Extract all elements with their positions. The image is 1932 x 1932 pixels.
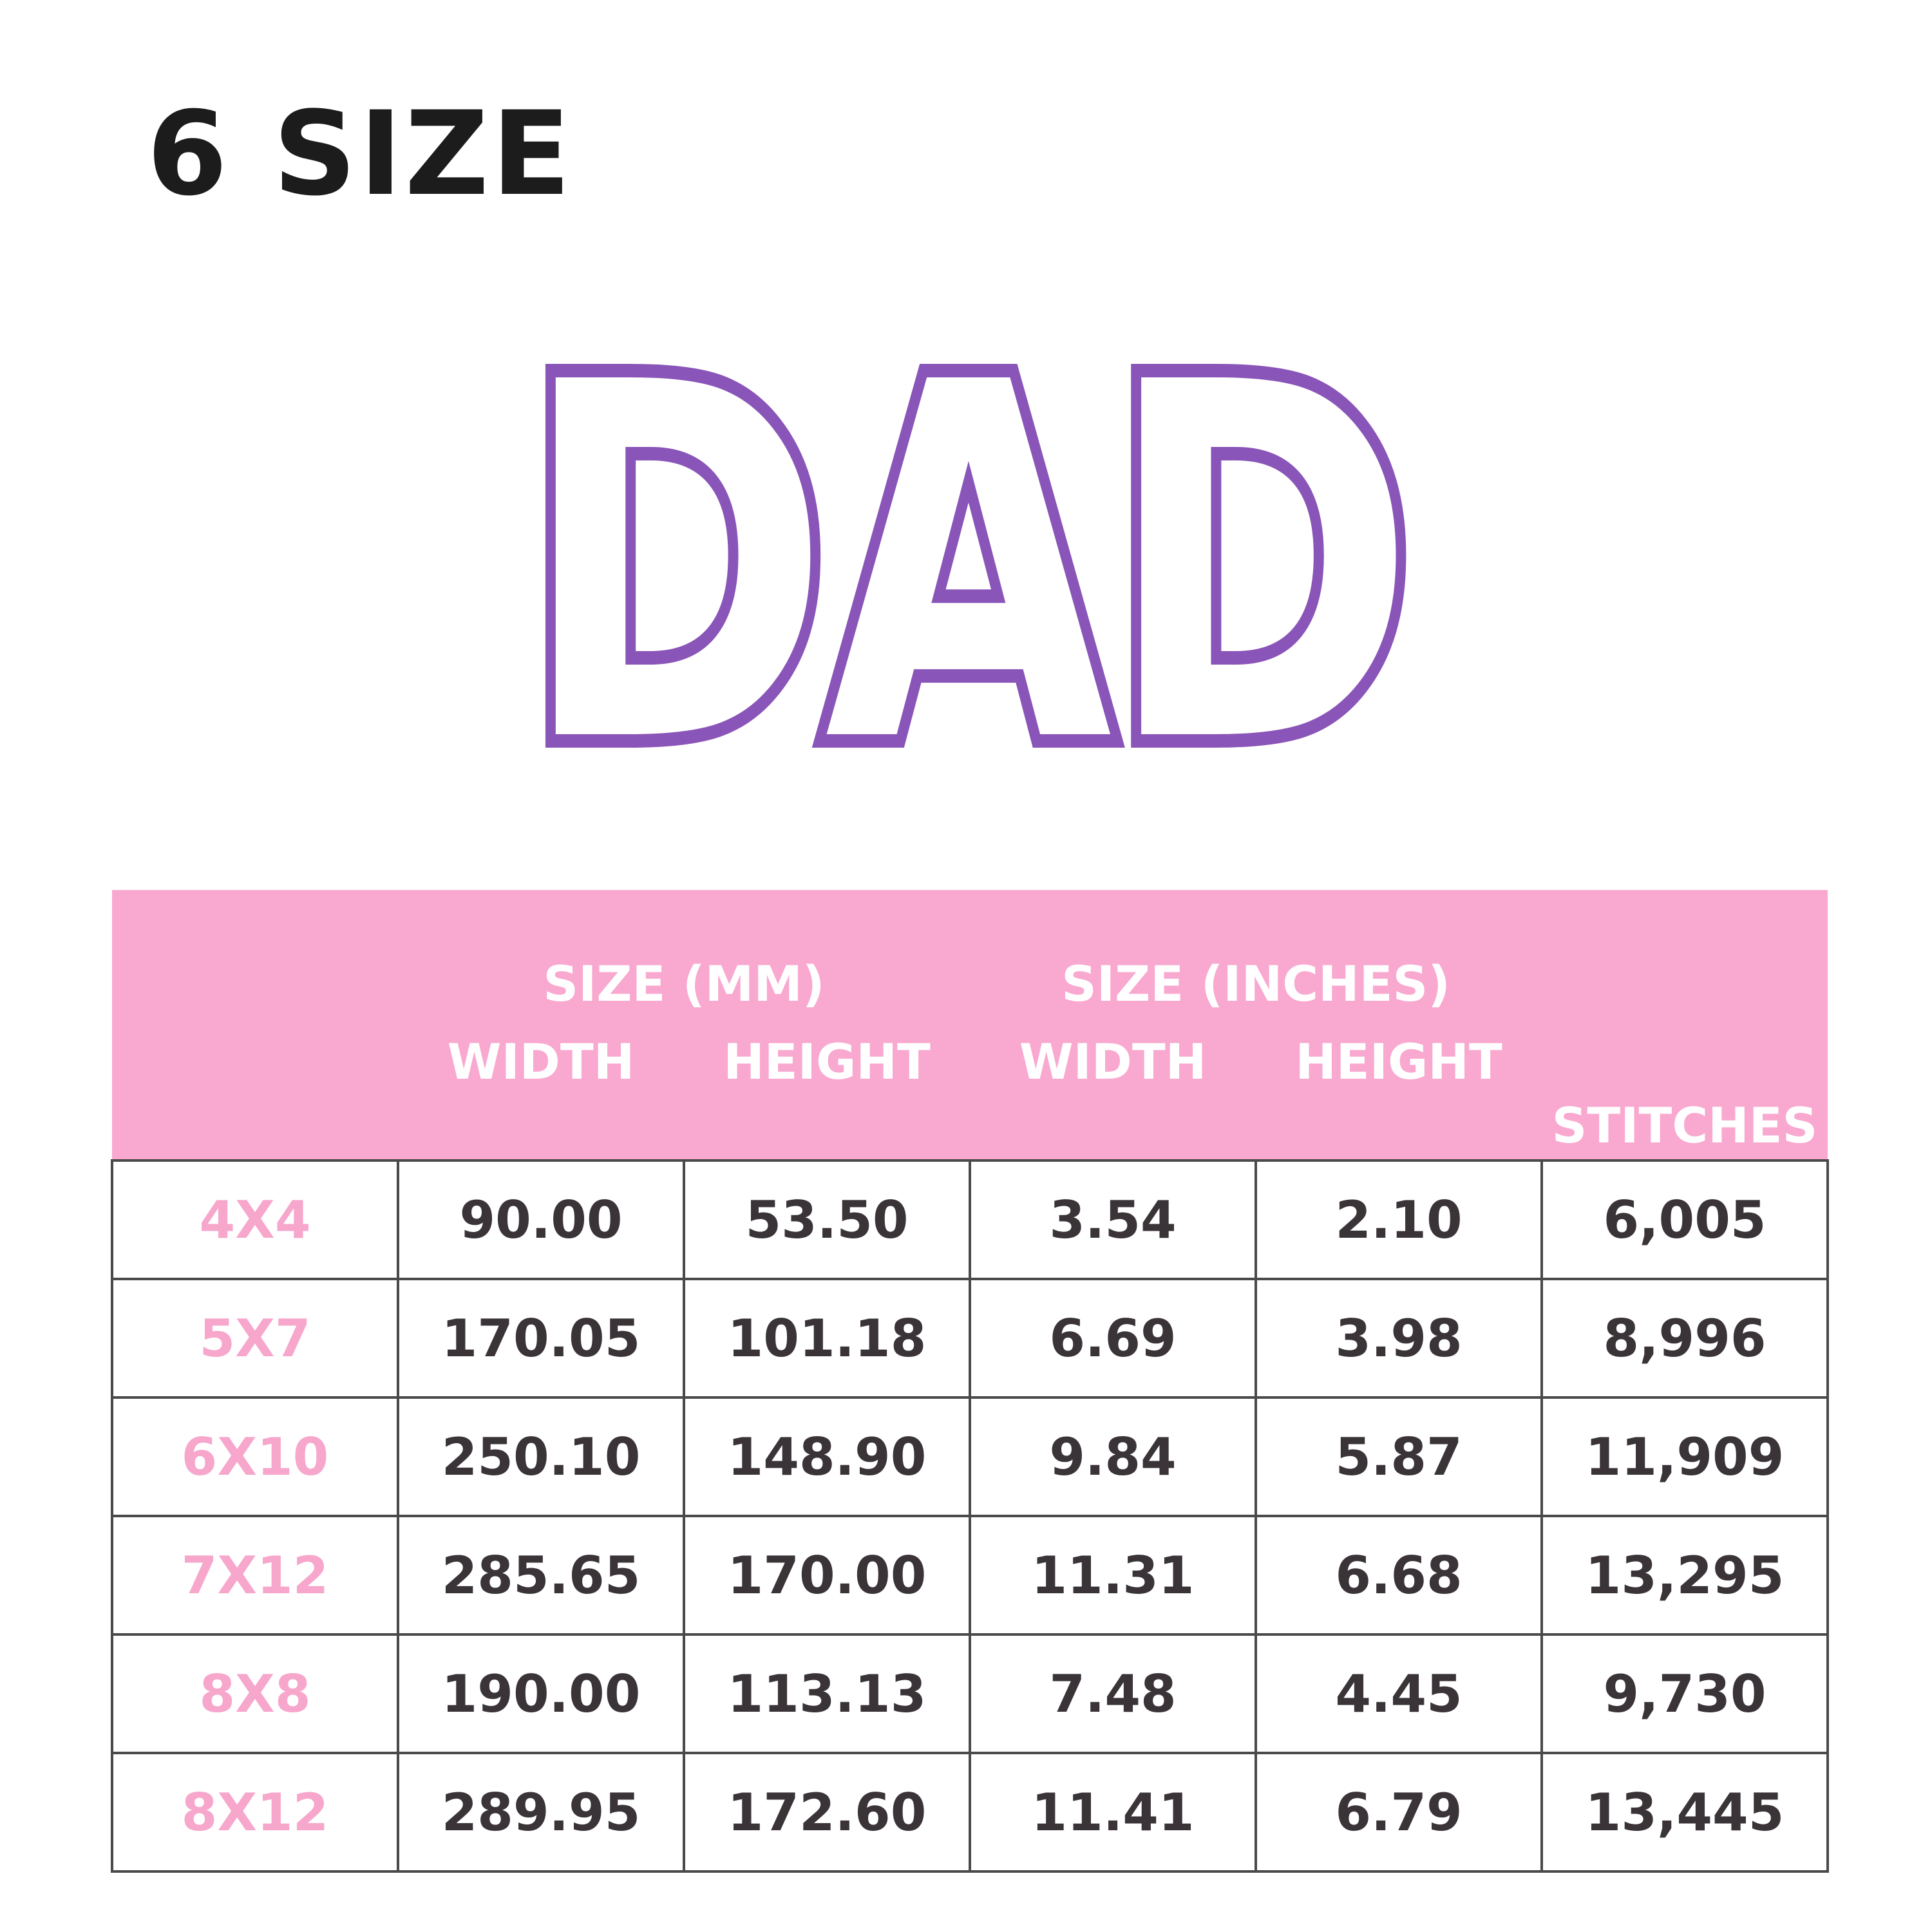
header-in-height: HEIGHT bbox=[1256, 1018, 1542, 1160]
dad-embroidery-artwork: DAD bbox=[508, 267, 1430, 799]
in-height-cell: 2.10 bbox=[1255, 1159, 1544, 1280]
mm-width-cell: 285.65 bbox=[397, 1515, 685, 1636]
in-width-cell: 11.41 bbox=[969, 1752, 1258, 1873]
in-height-cell: 6.68 bbox=[1255, 1515, 1544, 1636]
mm-width-cell: 170.05 bbox=[397, 1278, 685, 1399]
mm-width-cell: 289.95 bbox=[397, 1752, 685, 1873]
table-row: 8X8 190.00 113.13 7.48 4.45 9,730 bbox=[111, 1633, 1830, 1754]
mm-height-cell: 148.90 bbox=[682, 1396, 972, 1517]
in-height-cell: 3.98 bbox=[1255, 1278, 1544, 1399]
table-row: 4X4 90.00 53.50 3.54 2.10 6,005 bbox=[111, 1159, 1830, 1280]
header-mm-height: HEIGHT bbox=[684, 1018, 971, 1160]
mm-width-cell: 190.00 bbox=[397, 1633, 685, 1754]
header-size-mm: SIZE (MM) bbox=[398, 890, 971, 1018]
hoop-size-cell: 8X12 bbox=[111, 1752, 399, 1873]
header-group-row: SIZE (MM) SIZE (INCHES) STITCHES bbox=[112, 890, 1828, 1160]
header-mm-width: WIDTH bbox=[398, 1018, 684, 1160]
mm-width-cell: 90.00 bbox=[397, 1159, 685, 1280]
header-stitches: STITCHES bbox=[1542, 890, 1828, 1160]
hoop-size-cell: 8X8 bbox=[111, 1633, 399, 1754]
hoop-size-cell: 4X4 bbox=[111, 1159, 399, 1280]
header-sub-row: WIDTH HEIGHT WIDTH HEIGHT bbox=[112, 1018, 1828, 1160]
table-header: SIZE (MM) SIZE (INCHES) STITCHES WIDTH H… bbox=[112, 890, 1828, 1160]
mm-height-cell: 172.60 bbox=[682, 1752, 972, 1873]
mm-width-cell: 250.10 bbox=[397, 1396, 685, 1517]
in-width-cell: 11.31 bbox=[969, 1515, 1258, 1636]
page-title: 6 SIZE bbox=[147, 87, 573, 222]
table-row: 5X7 170.05 101.18 6.69 3.98 8,996 bbox=[111, 1278, 1830, 1399]
in-height-cell: 4.45 bbox=[1255, 1633, 1544, 1754]
mm-height-cell: 170.00 bbox=[682, 1515, 972, 1636]
stitches-cell: 11,909 bbox=[1540, 1396, 1830, 1517]
in-height-cell: 6.79 bbox=[1255, 1752, 1544, 1873]
table-row: 8X12 289.95 172.60 11.41 6.79 13,445 bbox=[111, 1752, 1830, 1873]
stitches-cell: 13,445 bbox=[1540, 1752, 1830, 1873]
stitches-cell: 8,996 bbox=[1540, 1278, 1830, 1399]
in-width-cell: 6.69 bbox=[969, 1278, 1258, 1399]
mm-height-cell: 53.50 bbox=[682, 1159, 972, 1280]
hoop-size-cell: 5X7 bbox=[111, 1278, 399, 1399]
header-size-inches: SIZE (INCHES) bbox=[970, 890, 1542, 1018]
stitches-cell: 9,730 bbox=[1540, 1633, 1830, 1754]
stitches-cell: 13,295 bbox=[1540, 1515, 1830, 1636]
in-height-cell: 5.87 bbox=[1255, 1396, 1544, 1517]
mm-height-cell: 101.18 bbox=[682, 1278, 972, 1399]
table-row: 7X12 285.65 170.00 11.31 6.68 13,295 bbox=[111, 1515, 1830, 1636]
in-width-cell: 7.48 bbox=[969, 1633, 1258, 1754]
artwork-text: DAD bbox=[522, 281, 1410, 799]
header-in-width: WIDTH bbox=[970, 1018, 1256, 1160]
hoop-size-cell: 6X10 bbox=[111, 1396, 399, 1517]
in-width-cell: 9.84 bbox=[969, 1396, 1258, 1517]
in-width-cell: 3.54 bbox=[969, 1159, 1258, 1280]
header-empty-cell bbox=[112, 890, 398, 1160]
hoop-size-cell: 7X12 bbox=[111, 1515, 399, 1636]
table-row: 6X10 250.10 148.90 9.84 5.87 11,909 bbox=[111, 1396, 1830, 1517]
mm-height-cell: 113.13 bbox=[682, 1633, 972, 1754]
size-table: SIZE (MM) SIZE (INCHES) STITCHES WIDTH H… bbox=[111, 890, 1830, 1873]
table-body: 4X4 90.00 53.50 3.54 2.10 6,005 5X7 170.… bbox=[111, 1159, 1830, 1873]
stitches-cell: 6,005 bbox=[1540, 1159, 1830, 1280]
